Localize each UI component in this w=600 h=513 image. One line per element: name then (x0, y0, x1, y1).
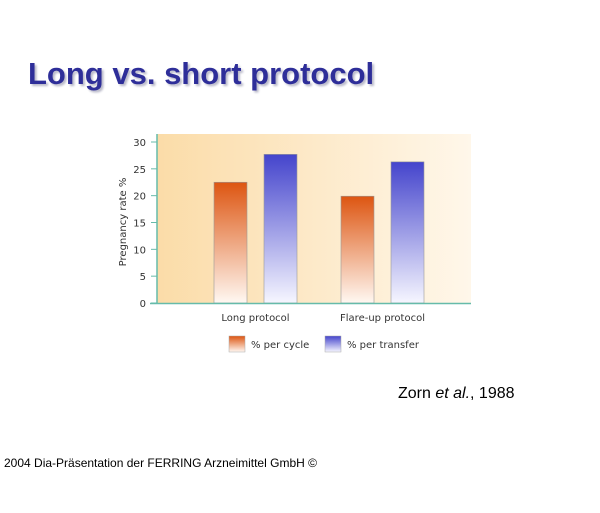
legend-swatch-per-cycle (228, 335, 246, 353)
x-tick-label: Long protocol (221, 313, 289, 324)
citation: Zorn et al., 1988 (398, 385, 515, 403)
footer: 2004 Dia-Präsentation der FERRING Arznei… (4, 456, 317, 470)
y-tick-label: 20 (133, 192, 146, 203)
x-tick-label: Flare-up protocol (340, 313, 425, 324)
y-tick-label: 30 (133, 138, 146, 149)
y-tick-label: 0 (140, 299, 146, 310)
bar (390, 161, 425, 304)
y-tick-label: 10 (133, 245, 146, 256)
citation-author: Zorn (398, 385, 436, 402)
y-tick-label: 15 (133, 219, 146, 230)
y-tick-label: 25 (133, 165, 146, 176)
y-tick-label: 5 (140, 272, 146, 283)
bar (213, 181, 248, 304)
bar (263, 154, 298, 304)
bar (340, 195, 375, 304)
legend-label-per-cycle: % per cycle (251, 340, 309, 351)
citation-etal: et al. (435, 385, 471, 402)
legend-label-per-transfer: % per transfer (347, 340, 420, 351)
legend-swatch-per-transfer (324, 335, 342, 353)
legend: % per cycle % per transfer (228, 335, 420, 353)
citation-year: , 1988 (470, 385, 515, 402)
slide-title: Long vs. short protocol (28, 56, 375, 91)
y-axis-label: Pregnancy rate % (118, 178, 129, 267)
